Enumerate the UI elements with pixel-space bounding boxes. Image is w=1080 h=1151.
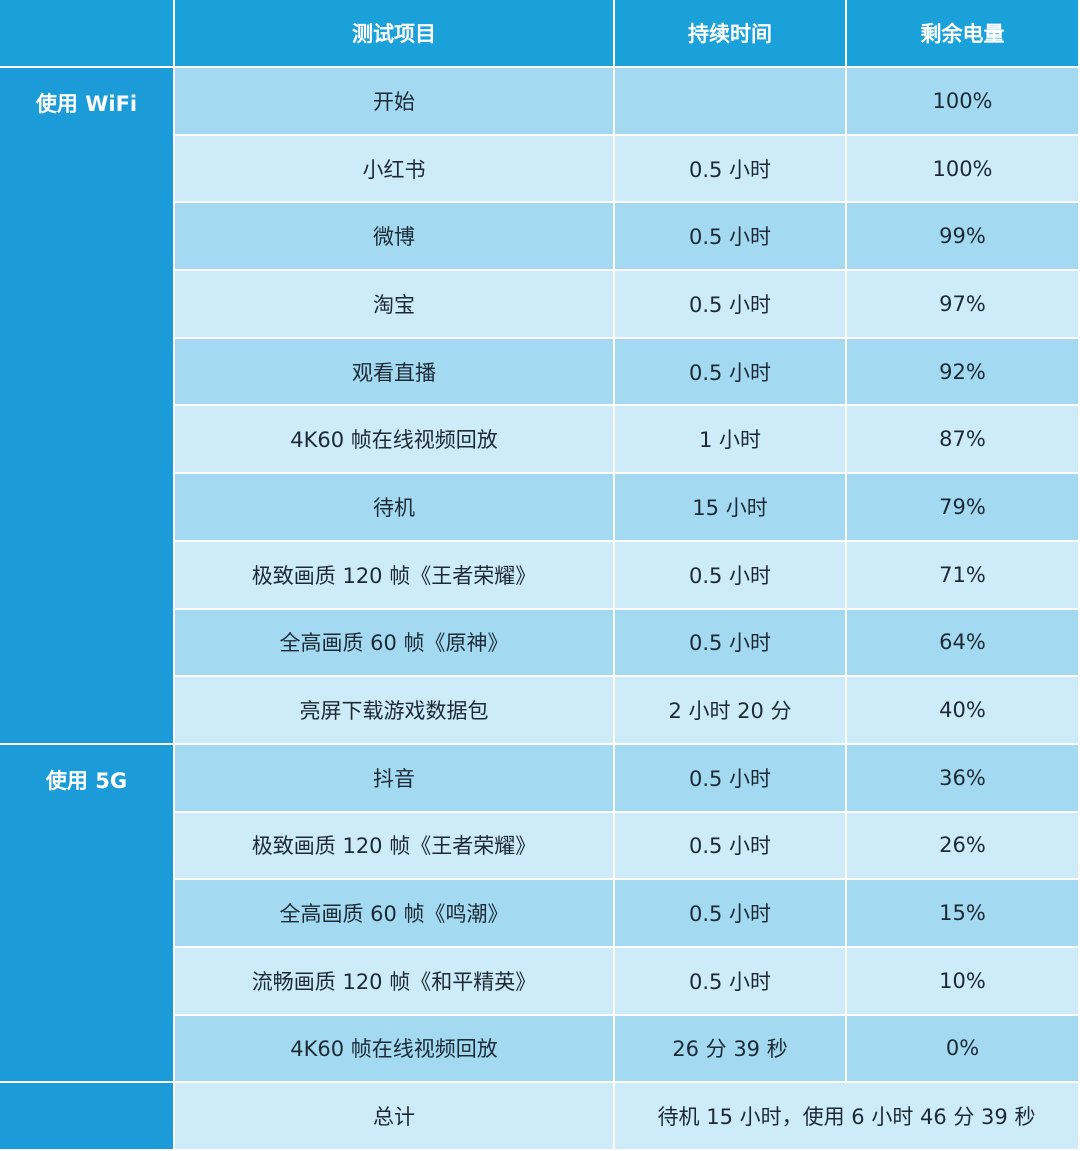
duration: 15 小时 [615,474,847,542]
duration: 26 分 39 秒 [615,1015,847,1084]
duration: 1 小时 [615,406,847,475]
battery: 92% [847,338,1080,407]
group-label: 使用 WiFi [0,68,175,745]
header-cell: 持续时间 [615,0,847,68]
test-item: 淘宝 [175,271,615,339]
header-cell [0,0,175,68]
battery: 10% [847,947,1080,1016]
duration: 2 小时 20 分 [615,677,847,745]
total-label: 总计 [175,1083,615,1151]
duration: 0.5 小时 [615,947,847,1016]
test-item: 开始 [175,68,615,136]
duration: 0.5 小时 [615,203,847,272]
test-item: 全高画质 60 帧《鸣潮》 [175,880,615,948]
battery: 79% [847,474,1080,542]
test-item: 全高画质 60 帧《原神》 [175,609,615,678]
test-item: 4K60 帧在线视频回放 [175,1015,615,1084]
duration [615,68,847,136]
header-cell: 剩余电量 [847,0,1080,68]
battery: 64% [847,609,1080,678]
battery: 15% [847,880,1080,948]
group-label: 使用 5G [0,744,175,1084]
battery: 100% [847,135,1080,204]
test-item: 微博 [175,203,615,272]
duration: 0.5 小时 [615,541,847,610]
test-item: 抖音 [175,744,615,813]
duration: 0.5 小时 [615,271,847,339]
test-item: 4K60 帧在线视频回放 [175,406,615,475]
battery: 71% [847,541,1080,610]
battery: 40% [847,677,1080,745]
duration: 0.5 小时 [615,812,847,881]
duration: 0.5 小时 [615,609,847,678]
battery: 87% [847,406,1080,475]
duration: 0.5 小时 [615,338,847,407]
header-cell: 测试项目 [175,0,615,68]
battery: 97% [847,271,1080,339]
test-item: 流畅画质 120 帧《和平精英》 [175,947,615,1016]
duration: 0.5 小时 [615,880,847,948]
test-item: 极致画质 120 帧《王者荣耀》 [175,541,615,610]
battery: 36% [847,744,1080,813]
battery: 26% [847,812,1080,881]
duration: 0.5 小时 [615,744,847,813]
test-item: 观看直播 [175,338,615,407]
test-item: 亮屏下载游戏数据包 [175,677,615,745]
test-item: 待机 [175,474,615,542]
test-item: 极致画质 120 帧《王者荣耀》 [175,812,615,881]
test-item: 小红书 [175,135,615,204]
total-value: 待机 15 小时，使用 6 小时 46 分 39 秒 [615,1083,1080,1151]
battery: 100% [847,68,1080,136]
group-label [0,1083,175,1151]
battery: 0% [847,1015,1080,1084]
battery: 99% [847,203,1080,272]
duration: 0.5 小时 [615,135,847,204]
